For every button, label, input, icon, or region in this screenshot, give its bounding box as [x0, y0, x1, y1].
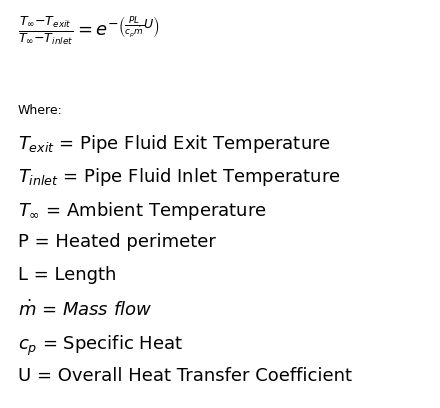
Text: P = Heated perimeter: P = Heated perimeter: [18, 233, 216, 251]
Text: $\dot{m}$ = $\mathit{Mass\ flow}$: $\dot{m}$ = $\mathit{Mass\ flow}$: [18, 300, 152, 320]
Text: L = Length: L = Length: [18, 266, 116, 284]
Text: $\frac{T_{\infty}{-}T_{exit}}{T_{\infty}{-}T_{inlet}} = e^{-\left(\frac{PL}{c_p\: $\frac{T_{\infty}{-}T_{exit}}{T_{\infty}…: [18, 14, 160, 47]
Text: U = Overall Heat Transfer Coefficient: U = Overall Heat Transfer Coefficient: [18, 367, 352, 385]
Text: Where:: Where:: [18, 104, 62, 117]
Text: $T_{\infty}$ = Ambient Temperature: $T_{\infty}$ = Ambient Temperature: [18, 200, 266, 222]
Text: $T_{inlet}$ = Pipe Fluid Inlet Temperature: $T_{inlet}$ = Pipe Fluid Inlet Temperatu…: [18, 166, 341, 188]
Text: $T_{exit}$ = Pipe Fluid Exit Temperature: $T_{exit}$ = Pipe Fluid Exit Temperature: [18, 133, 330, 155]
Text: $c_p$ = Specific Heat: $c_p$ = Specific Heat: [18, 333, 183, 357]
